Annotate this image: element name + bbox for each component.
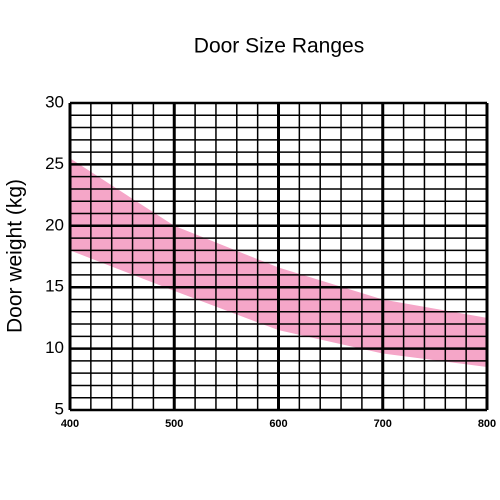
x-tick-label: 700	[374, 418, 392, 430]
y-axis-label: Door weight (kg)	[4, 179, 27, 333]
x-tick-label: 800	[478, 418, 496, 430]
y-tick-label: 25	[45, 154, 64, 173]
x-tick-label: 600	[269, 418, 287, 430]
y-tick-label: 20	[45, 215, 64, 234]
chart-title: Door Size Ranges	[194, 35, 364, 58]
y-tick-label: 5	[55, 399, 64, 418]
x-tick-label: 400	[61, 418, 79, 430]
y-tick-label: 30	[45, 92, 64, 111]
y-tick-label: 10	[45, 338, 64, 357]
x-tick-label: 500	[165, 418, 183, 430]
y-tick-label: 15	[45, 277, 64, 296]
